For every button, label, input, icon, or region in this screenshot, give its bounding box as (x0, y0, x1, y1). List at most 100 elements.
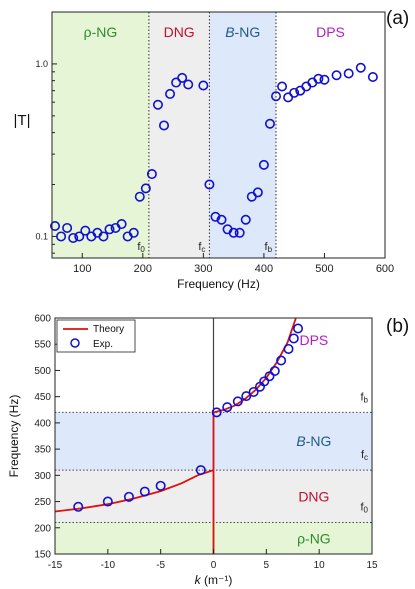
region-label-b-3: DPS (299, 332, 328, 348)
y-tick-label-b: 450 (34, 392, 51, 403)
data-point (367, 71, 378, 82)
exp-data-point (259, 376, 270, 387)
region-label-b-2: B-NG (296, 433, 331, 449)
panel-label-a: (a) (386, 8, 409, 29)
y-tick-label: 0.1 (35, 231, 48, 241)
panel-label-b: (b) (386, 316, 409, 337)
y-tick-label-b: 600 (34, 314, 51, 325)
boundary-label-b-0: f0 (360, 502, 368, 515)
data-point (165, 88, 176, 99)
legend-theory-label: Theory (93, 324, 124, 335)
region-label-b-1: DNG (298, 488, 329, 504)
data-point (271, 91, 282, 102)
y-tick-label-b: 300 (34, 471, 51, 482)
exp-data-point (293, 323, 304, 334)
x-tick-label-b: 10 (314, 560, 326, 571)
y-tick-label-b: 500 (34, 366, 51, 377)
data-point (319, 74, 330, 85)
data-point (146, 169, 157, 180)
x-tick-label-b: -15 (48, 560, 63, 571)
boundary-label-1: fc (198, 241, 205, 254)
region-label-2: B-NG (225, 24, 260, 40)
exp-data-point (102, 496, 113, 507)
x-tick-label: 100 (73, 263, 91, 275)
data-point (116, 219, 127, 230)
y-tick-label-b: 150 (34, 550, 51, 561)
legend: Theory Exp. (56, 319, 136, 353)
exp-data-point (155, 480, 166, 491)
data-point (74, 231, 85, 242)
boundary-label-2: fb (265, 241, 273, 254)
data-point (240, 214, 251, 225)
data-point (216, 214, 227, 225)
y-tick-label-b: 400 (34, 418, 51, 429)
region-band-1 (148, 12, 210, 258)
x-tick-label: 400 (255, 263, 273, 275)
plot-frame (51, 11, 386, 259)
y-tick-label-b: 250 (34, 497, 51, 508)
data-point (331, 70, 342, 81)
data-point (183, 79, 194, 90)
data-point (343, 68, 354, 79)
data-point (152, 99, 163, 110)
exp-data-point (195, 465, 206, 476)
data-point (252, 187, 263, 198)
exp-data-point (73, 501, 84, 512)
region-band-3 (276, 12, 385, 258)
data-point (289, 87, 300, 98)
boundary-label-b-1: fc (361, 449, 368, 462)
data-point (68, 232, 79, 243)
exp-data-point (269, 365, 280, 376)
x-axis-label-b: k (m⁻¹) (195, 573, 233, 587)
data-point (258, 159, 269, 170)
data-point (234, 227, 245, 238)
data-point (355, 62, 366, 73)
legend-exp-swatch (70, 338, 80, 348)
y-tick-label-b: 350 (34, 445, 51, 456)
y-tick-label-b: 200 (34, 523, 51, 534)
data-point (277, 81, 288, 92)
data-point (264, 118, 275, 129)
x-tick-label-b: -10 (101, 560, 116, 571)
exp-data-point (232, 396, 243, 407)
exp-data-point (283, 343, 294, 354)
boundary-label-b-2: fb (360, 391, 368, 404)
y-axis-label: |T| (14, 112, 31, 129)
exp-data-point (123, 491, 134, 502)
data-point (62, 222, 73, 233)
exp-data-point (264, 371, 275, 382)
x-tick-label-b: 0 (211, 560, 217, 571)
legend-exp-label: Exp. (93, 339, 113, 350)
data-point (134, 191, 145, 202)
data-point (159, 120, 170, 131)
data-point (210, 211, 221, 222)
exp-data-point (241, 391, 252, 402)
exp-data-point (248, 386, 259, 397)
x-tick-label: 300 (194, 263, 212, 275)
data-point (104, 224, 115, 235)
data-point (171, 77, 182, 88)
data-point (140, 183, 151, 194)
data-point (80, 225, 91, 236)
data-point (128, 227, 139, 238)
region-label-0: ρ-NG (84, 24, 118, 40)
data-point (98, 231, 109, 242)
legend-box (56, 319, 136, 353)
x-tick-label-b: 15 (366, 560, 378, 571)
y-tick-label: 1.0 (35, 59, 48, 69)
exp-data-point (222, 402, 233, 413)
region-label-b-0: ρ-NG (297, 530, 331, 546)
exp-data-point (288, 333, 299, 344)
x-tick-label-b: 5 (264, 560, 270, 571)
exp-data-point (211, 407, 222, 418)
data-point (177, 72, 188, 83)
data-point (313, 73, 324, 84)
region-label-3: DPS (316, 24, 345, 40)
x-axis-label: Frequency (Hz) (177, 277, 260, 291)
x-tick-label: 600 (376, 263, 394, 275)
data-point (198, 80, 209, 91)
data-point (204, 179, 215, 190)
region-band-2 (209, 12, 277, 258)
x-tick-label-b: -5 (156, 560, 165, 571)
